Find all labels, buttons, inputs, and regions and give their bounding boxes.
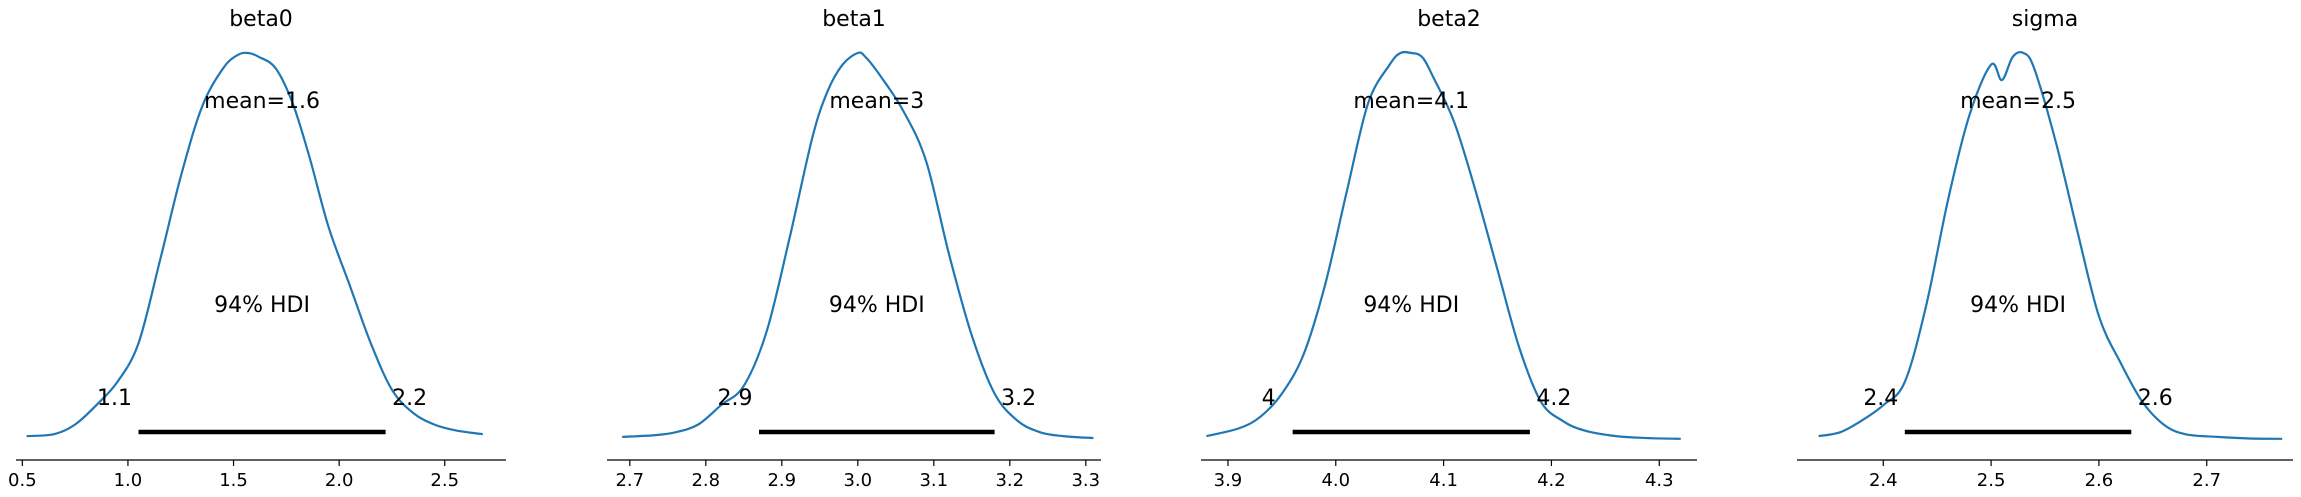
hdi-lower-label: 2.9: [718, 386, 753, 411]
panel-sigma: sigma 2.4 2.6 mean=2.5 94% HDI 2.4 2.5 2.6 2.7: [1797, 7, 2293, 491]
x-tick-label: 4.3: [1645, 470, 1674, 491]
x-tick-label: 2.7: [2192, 470, 2221, 491]
hdi-lower-label: 2.4: [1863, 386, 1898, 411]
x-tick-label: 4.1: [1429, 470, 1458, 491]
hdi-upper-label: 4.2: [1536, 386, 1571, 411]
x-tick-label: 3.0: [843, 470, 872, 491]
x-tick-label: 2.8: [691, 470, 720, 491]
x-tick-label: 2.0: [325, 470, 354, 491]
x-tick-label: 3.3: [1071, 470, 1100, 491]
x-tick-label: 3.2: [995, 470, 1024, 491]
panel-beta0: beta0 1.1 2.2 mean=1.6 94% HDI 0.5 1.0 1.5 2.0 2.…: [8, 7, 506, 491]
hdi-label: 94% HDI: [1363, 293, 1459, 318]
x-tick-label: 1.0: [114, 470, 143, 491]
panel-beta1: beta1 2.9 3.2 mean=3 94% HDI 2.7 2.8 2.9 3.0 3.1 3…: [607, 7, 1101, 491]
x-tick-label: 3.9: [1214, 470, 1243, 491]
density-line: [1818, 51, 2283, 440]
hdi-upper-label: 2.6: [2138, 386, 2173, 411]
x-tick-label: 2.6: [2085, 470, 2114, 491]
x-tick-label: 2.5: [1977, 470, 2006, 491]
panel-title: beta0: [229, 7, 293, 32]
panel-title: beta2: [1417, 7, 1481, 32]
mean-label: mean=4.1: [1353, 89, 1469, 114]
density-line: [622, 51, 1094, 440]
mean-label: mean=1.6: [204, 89, 320, 114]
density-line: [1206, 50, 1681, 440]
x-tick-label: 3.1: [919, 470, 948, 491]
hdi-label: 94% HDI: [829, 293, 925, 318]
panel-title: sigma: [2012, 7, 2078, 32]
density-line: [26, 51, 483, 438]
x-tick-label: 0.5: [8, 470, 37, 491]
hdi-label: 94% HDI: [1970, 293, 2066, 318]
hdi-lower-label: 4: [1262, 386, 1276, 411]
x-tick-label: 2.4: [1869, 470, 1898, 491]
hdi-upper-label: 2.2: [392, 386, 427, 411]
x-tick-label: 4.2: [1537, 470, 1566, 491]
x-tick-label: 4.0: [1321, 470, 1350, 491]
x-tick-label: 2.9: [767, 470, 796, 491]
panel-title: beta1: [822, 7, 886, 32]
x-tick-label: 2.7: [615, 470, 644, 491]
hdi-label: 94% HDI: [214, 293, 310, 318]
hdi-lower-label: 1.1: [97, 386, 132, 411]
hdi-upper-label: 3.2: [1001, 386, 1036, 411]
panel-beta2: beta2 4 4.2 mean=4.1 94% HDI 3.9 4.0 4.1 4.2 4.3: [1201, 7, 1697, 491]
mean-label: mean=3: [829, 89, 924, 114]
mean-label: mean=2.5: [1960, 89, 2076, 114]
x-tick-label: 1.5: [219, 470, 248, 491]
x-tick-label: 2.5: [430, 470, 459, 491]
